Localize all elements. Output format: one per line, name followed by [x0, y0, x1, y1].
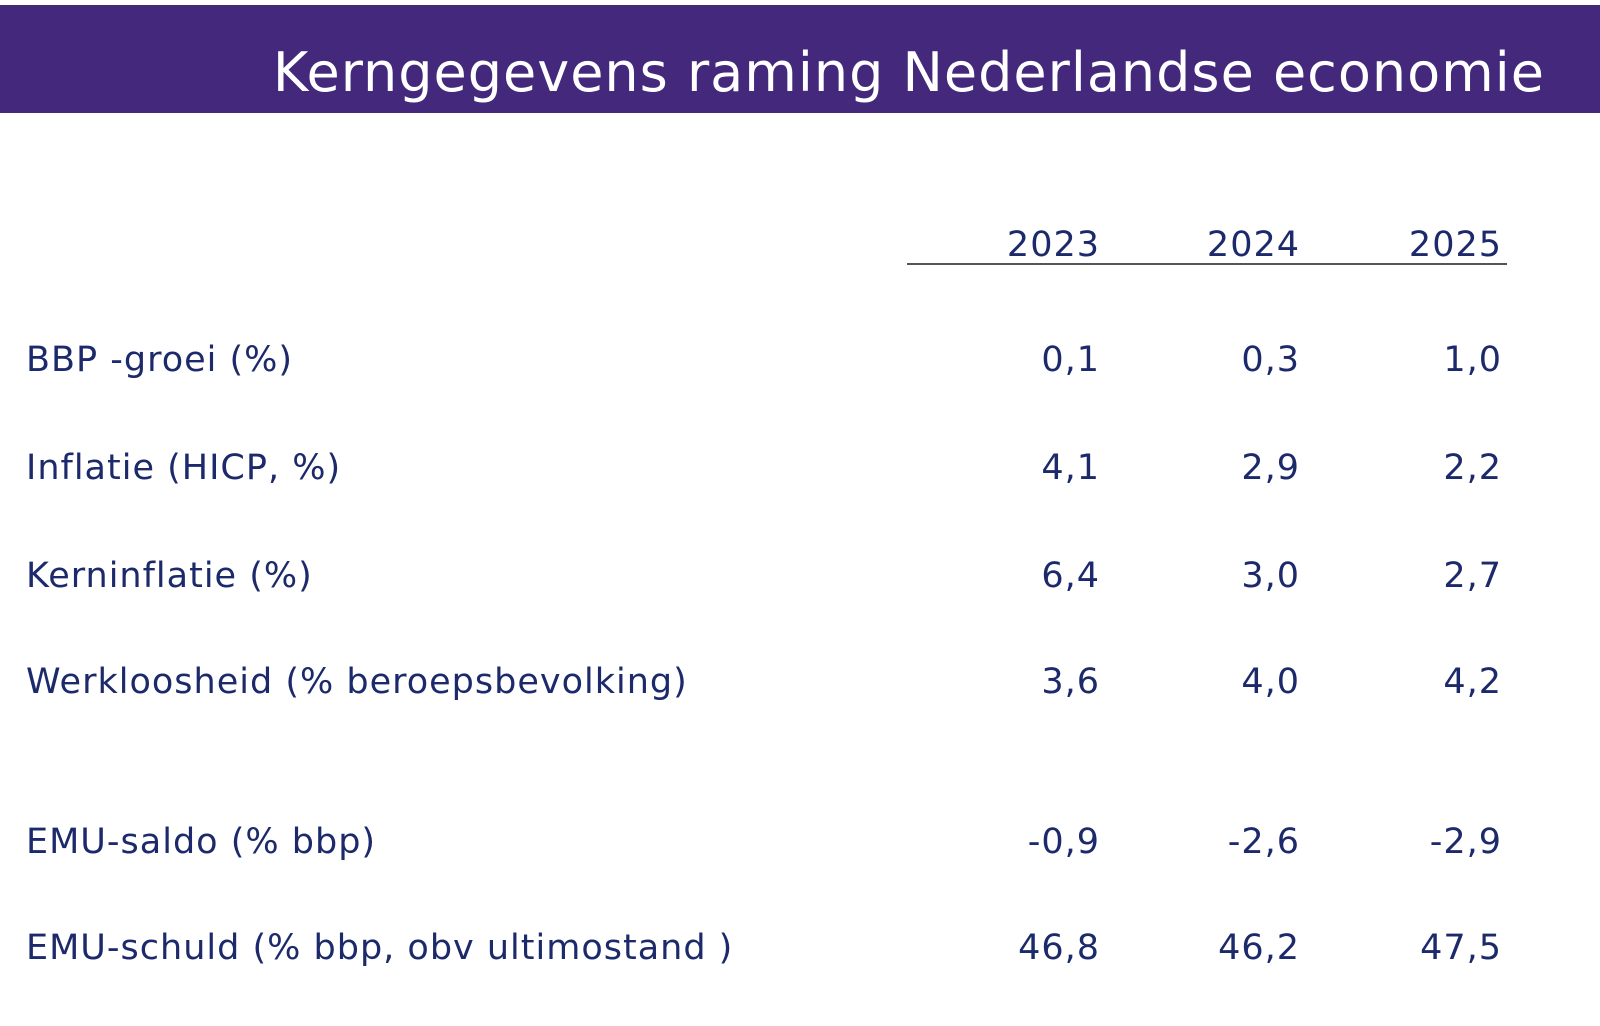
- row-label: Kerninflatie (%): [26, 556, 313, 596]
- cell-value: 2,2: [1443, 448, 1502, 488]
- cell-value: 3,0: [1241, 556, 1300, 596]
- header-rule: [907, 263, 1507, 265]
- cell-value: 6,4: [1041, 556, 1100, 596]
- column-header: 2025: [1408, 225, 1502, 265]
- column-header: 2023: [1006, 225, 1100, 265]
- row-label: Inflatie (HICP, %): [26, 448, 342, 488]
- row-label: Werkloosheid (% beroepsbevolking): [26, 662, 688, 702]
- row-label: EMU-schuld (% bbp, obv ultimostand ): [26, 928, 734, 968]
- cell-value: -2,9: [1429, 822, 1502, 862]
- cell-value: 0,1: [1041, 340, 1100, 380]
- cell-value: 4,1: [1041, 448, 1100, 488]
- cell-value: 47,5: [1420, 928, 1502, 968]
- cell-value: 2,9: [1241, 448, 1300, 488]
- cell-value: 1,0: [1443, 340, 1502, 380]
- cell-value: 4,0: [1241, 662, 1300, 702]
- cell-value: -2,6: [1227, 822, 1300, 862]
- cell-value: 46,2: [1218, 928, 1300, 968]
- cell-value: 46,8: [1018, 928, 1100, 968]
- cell-value: 0,3: [1241, 340, 1300, 380]
- cell-value: 3,6: [1041, 662, 1100, 702]
- row-label: BBP -groei (%): [26, 340, 294, 380]
- title: Kerngegevens raming Nederlandse economie: [272, 41, 1545, 104]
- cell-value: 4,2: [1443, 662, 1502, 702]
- header-bar: Kerngegevens raming Nederlandse economie: [0, 5, 1600, 113]
- row-label: EMU-saldo (% bbp): [26, 822, 377, 862]
- cell-value: -0,9: [1027, 822, 1100, 862]
- cell-value: 2,7: [1443, 556, 1502, 596]
- column-header: 2024: [1206, 225, 1300, 265]
